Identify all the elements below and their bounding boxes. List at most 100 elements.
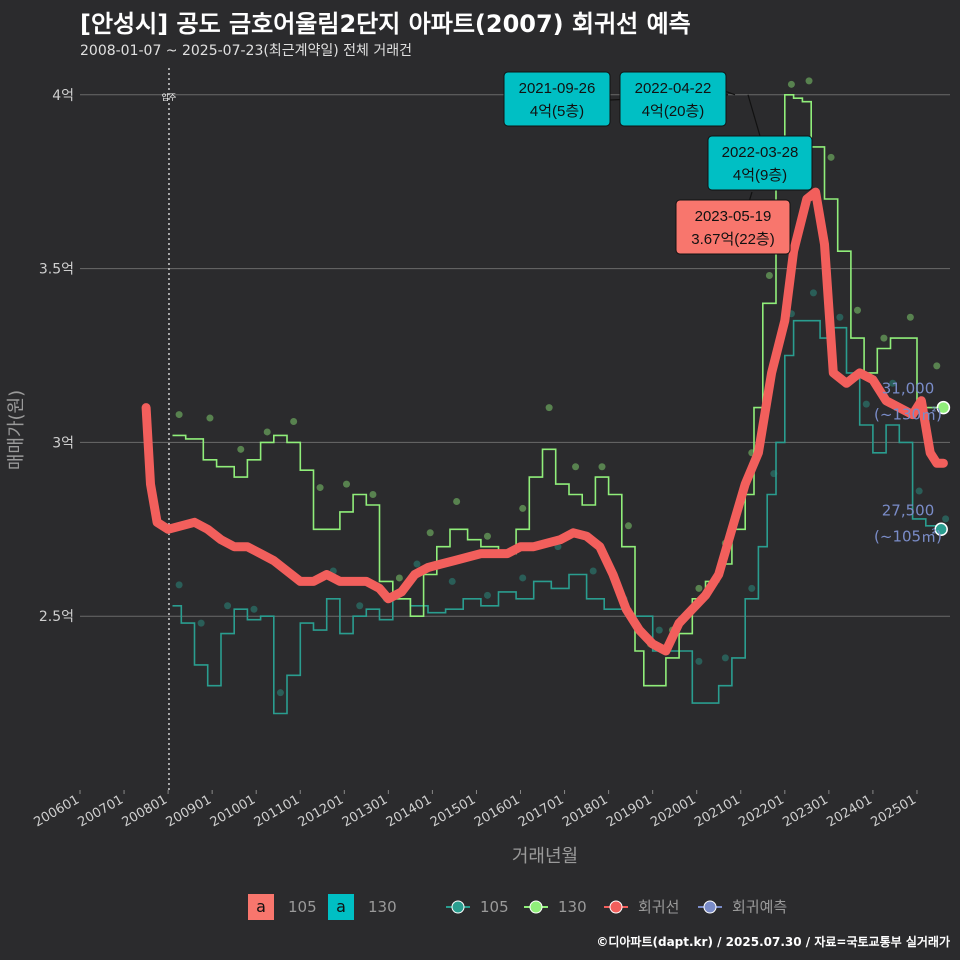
annotation-layer: 31,000 (~130㎡) 27,500 (~105㎡) 2021-09-26 4억(5… [503,71,942,545]
x-tick-label: 202301 [780,792,830,830]
y-tick-label: 3억 [52,435,74,451]
transaction-dot [906,313,914,321]
callout-box [503,71,611,127]
transaction-dot [655,626,663,634]
chart-subtitle: 2008-01-07 ~ 2025-07-23(최근계약일) 전체 거래건 [80,43,412,59]
transaction-dot [316,484,324,492]
series-130-line [172,94,942,687]
legend-point-swatch [529,900,543,914]
end-label-price: 31,000 [882,380,935,398]
legend-fill-swatch [248,894,274,920]
legend-line-label: 105 [480,898,509,916]
legend-point-swatch [451,900,465,914]
transaction-dot [175,411,183,419]
chart-title: [안성시] 공도 금호어울림2단지 아파트(2007) 회귀선 예측 [80,10,691,38]
legend-point-swatch [609,900,623,914]
transaction-dot [748,584,756,592]
transaction-dot [809,289,817,297]
legend-layer: a 105 a 130 105 130 회귀선 회귀예측 [248,894,787,920]
callout-value: 3.67억(22층) [691,231,774,248]
transaction-dot [224,602,232,610]
y-tick-label: 2.5억 [39,609,74,625]
transaction-dot [862,400,870,408]
transaction-dot [290,418,298,426]
x-tick-label: 202401 [824,792,874,830]
transaction-dot [250,605,258,613]
transaction-dot [175,581,183,589]
x-tick-label: 202001 [648,792,698,830]
transaction-dot [453,497,461,505]
transaction-dot [263,428,271,436]
transaction-dot [853,306,861,314]
x-tick-label: 201401 [384,792,434,830]
end-label-price: 27,500 [882,501,935,519]
legend-fill-key: a [256,897,266,916]
transaction-dot [827,153,835,161]
x-tick-label: 201101 [252,792,302,830]
transaction-dot [589,567,597,575]
callout-box [619,71,727,127]
transaction-dot [880,334,888,342]
transaction-dot [787,80,795,88]
regression-line [141,187,948,656]
transaction-dot [721,654,729,662]
forecast-105-point [934,522,948,537]
transaction-dot [933,362,941,370]
transaction-dot [197,619,205,627]
transaction-dot [889,379,897,387]
transaction-dot [483,532,491,540]
x-tick-label: 201301 [340,792,390,830]
transaction-dot [805,77,813,85]
transaction-dot [572,463,580,471]
transaction-dot [369,491,377,499]
transaction-dot [695,584,703,592]
transaction-dot [483,591,491,599]
callout-value: 4억(9층) [733,167,787,184]
x-axis-title: 거래년월 [512,846,578,867]
transaction-dot [343,480,351,488]
transaction-dot [942,515,950,523]
transaction-dot [545,404,553,412]
y-axis-title: 매매가(원) [6,390,27,470]
callout-box [675,199,791,255]
transaction-dot [206,414,214,422]
x-tick-label: 200801 [120,792,170,830]
transaction-dot [426,529,434,537]
transaction-dot [237,445,245,453]
x-tick-label: 202201 [736,792,786,830]
x-tick-label: 201801 [560,792,610,830]
x-tick-label: 200901 [164,792,214,830]
series-105-line [172,319,940,715]
x-tick-label: 202501 [868,792,918,830]
x-tick-label: 201701 [516,792,566,830]
callout-date: 2021-09-26 [519,80,596,97]
callout-date: 2023-05-19 [695,208,772,225]
callout-value: 4억(5층) [530,103,584,120]
callout-date: 2022-04-22 [635,80,712,97]
transaction-dot [413,560,421,568]
legend-fill-label: 130 [368,898,397,916]
x-tick-label: 200601 [32,792,82,830]
y-tick-label: 3.5억 [39,262,74,278]
transaction-dot [276,689,284,697]
forecast-130-point [936,400,951,415]
transaction-dot [624,522,632,530]
y-tick-label: 4억 [52,88,74,104]
series-layer [141,94,951,715]
legend-fill-key: a [336,897,346,916]
x-tick-label: 201501 [428,792,478,830]
legend-fill-swatch [328,894,354,920]
transaction-dot [448,577,456,585]
transaction-dot [598,463,606,471]
callout-leader [747,94,761,137]
transaction-dot [695,657,703,665]
transaction-dot [356,602,364,610]
transaction-dot [836,313,844,321]
x-tick-label: 201201 [296,792,346,830]
callout-date: 2022-03-28 [722,144,799,161]
x-tick-label: 201601 [472,792,522,830]
callout-value: 4억(20층) [642,103,705,120]
transaction-dot [765,272,773,280]
x-tick-label: 202101 [692,792,742,830]
transaction-dot [395,574,403,582]
